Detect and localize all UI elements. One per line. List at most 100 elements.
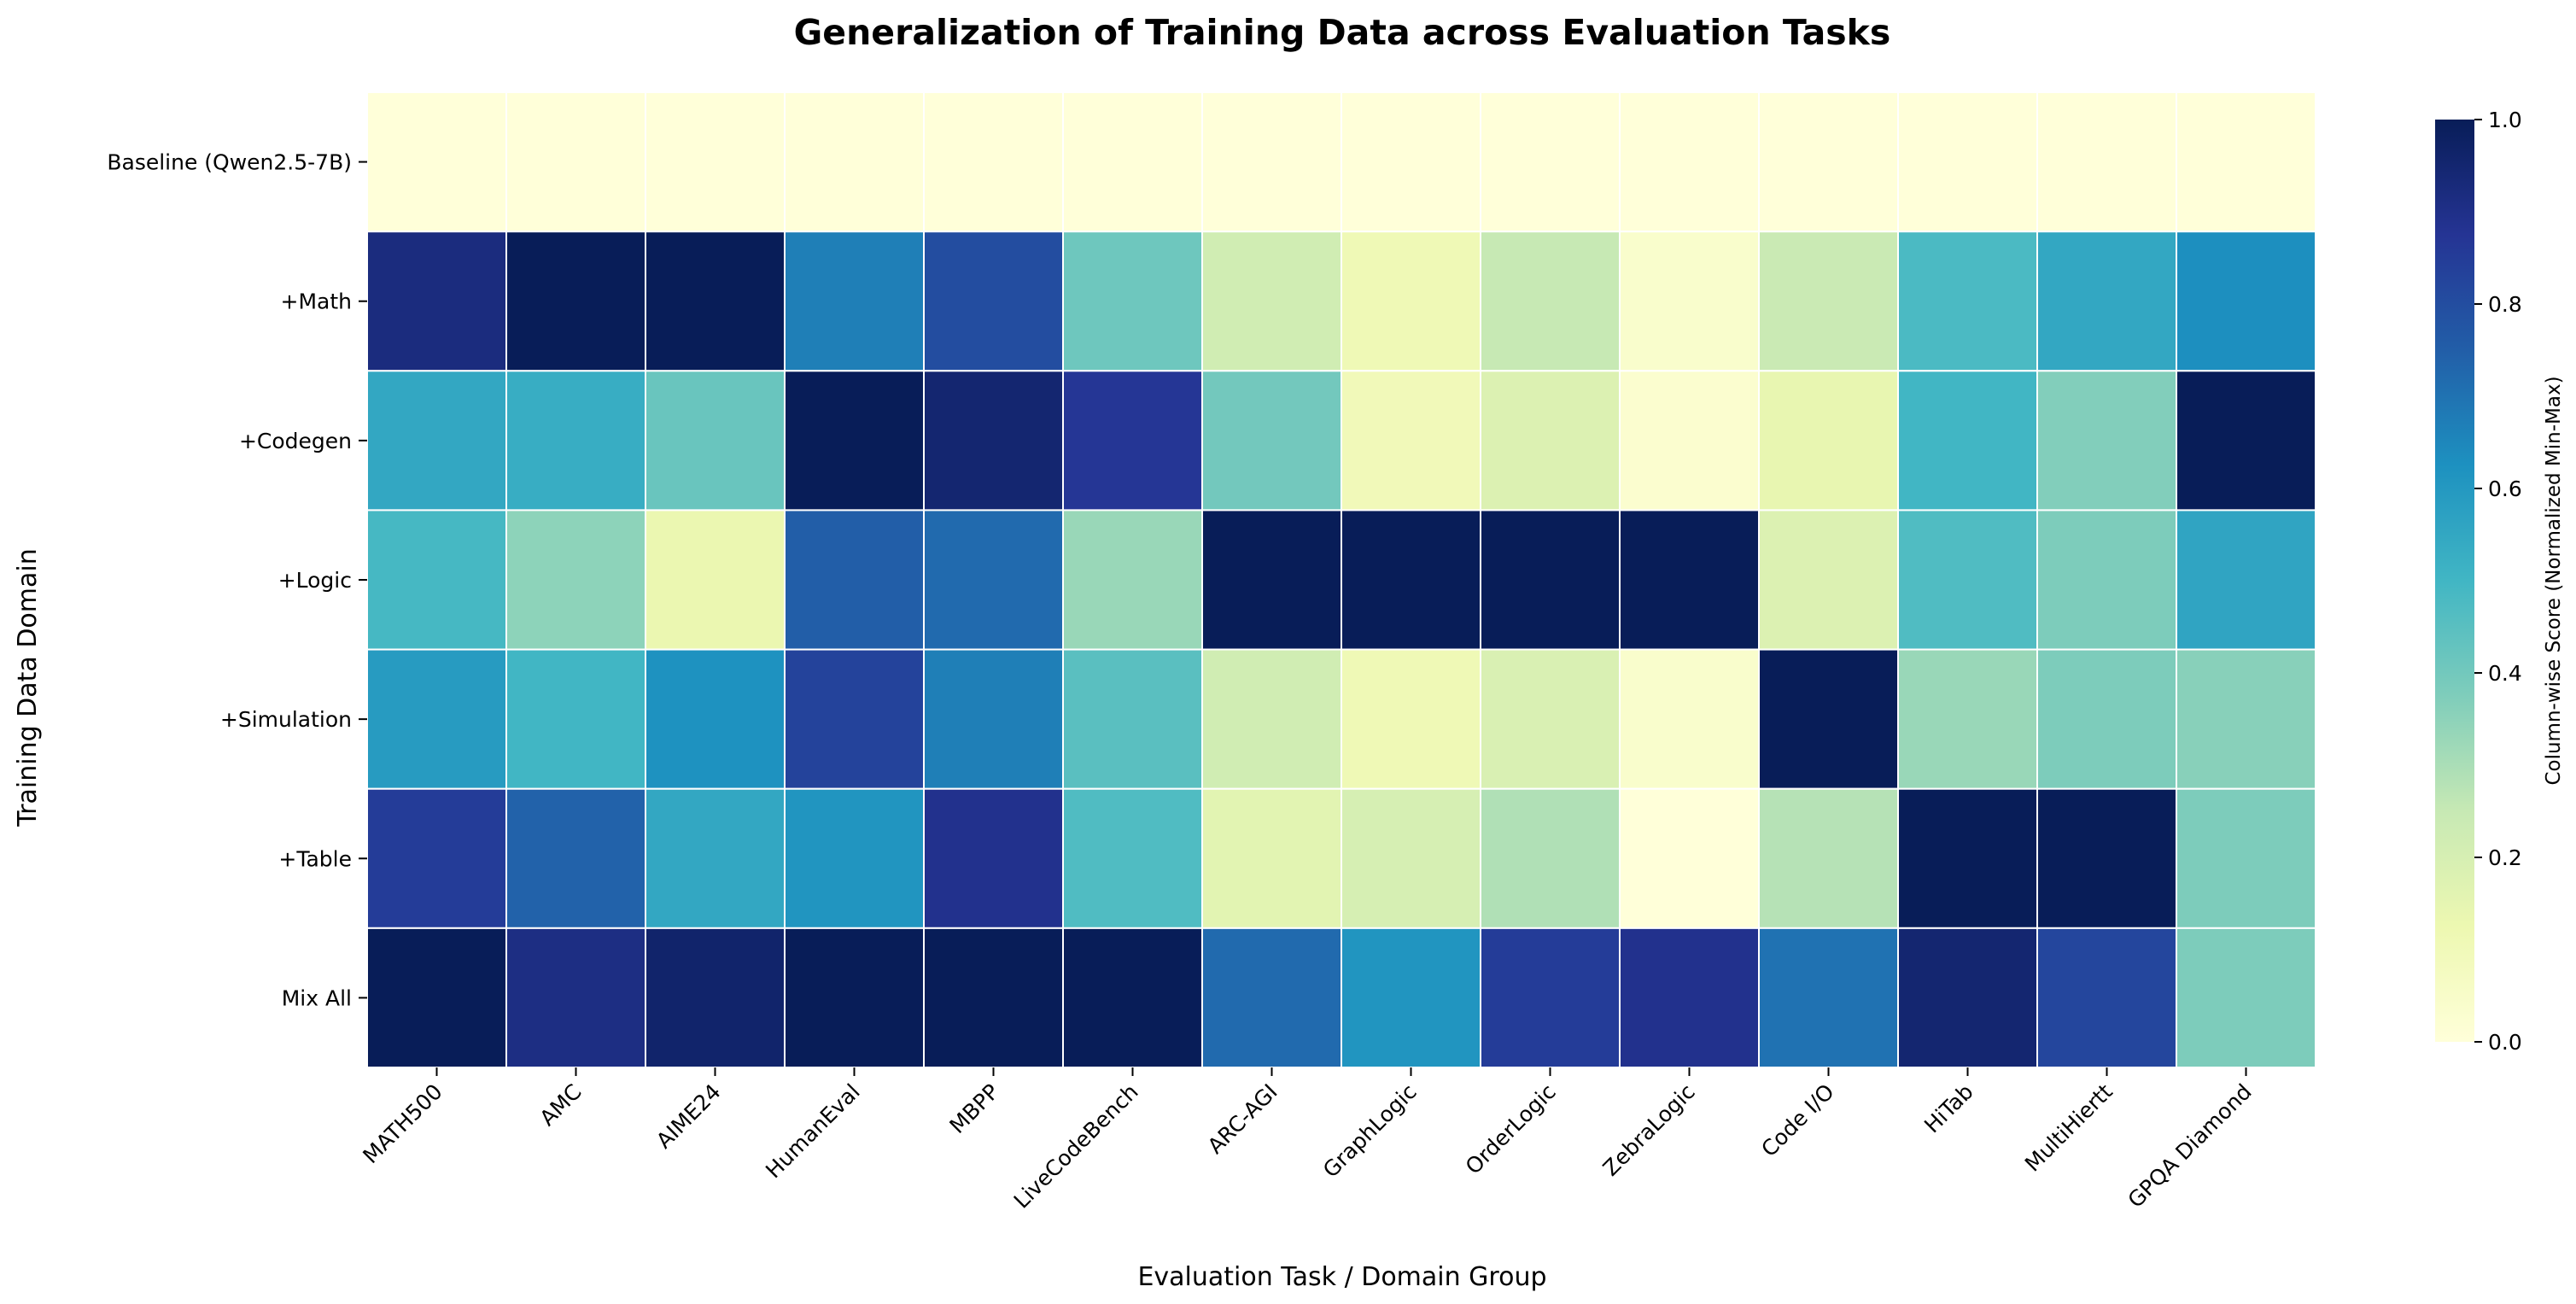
heatmap-cell-mix-all-orderlogic [1480, 927, 1621, 1069]
heatmap-cell-math-aime24 [645, 231, 786, 372]
heatmap-cell-simulation-hitab [1897, 648, 2038, 790]
x-tick-label: LiveCodeBench [1009, 1079, 1143, 1213]
heatmap-cell-table-amc [505, 787, 646, 929]
heatmap-cell-codegen-hitab [1897, 370, 2038, 512]
heatmap-cell-table-gpqa-diamond [2176, 787, 2316, 929]
heatmap-cell-logic-orderlogic [1480, 509, 1621, 651]
x-tick-label: GPQA Diamond [2123, 1079, 2256, 1213]
heatmap-cell-mix-all-arc-agi [1201, 927, 1342, 1069]
heatmap-cell-codegen-mbpp [923, 370, 1064, 512]
heatmap-cell-codegen-arc-agi [1201, 370, 1342, 512]
heatmap-cell-simulation-gpqa-diamond [2176, 648, 2316, 790]
heatmap-cell-table-zebralogic [1619, 787, 1760, 929]
colorbar-tick-label: 0.0 [2488, 1030, 2522, 1055]
heatmap-cell-simulation-orderlogic [1480, 648, 1621, 790]
heatmap-cell-simulation-multihiertt [2036, 648, 2177, 790]
heatmap-cell-logic-arc-agi [1201, 509, 1342, 651]
heatmap-cell-baseline-qwen2-5-7b-multihiertt [2036, 91, 2177, 233]
y-tick-label: +Math [281, 289, 352, 314]
heatmap-cell-codegen-gpqa-diamond [2176, 370, 2316, 512]
heatmap-cell-codegen-orderlogic [1480, 370, 1621, 512]
y-axis-ticks: Baseline (Qwen2.5-7B) +Math +Codegen +Logic… [107, 150, 367, 1010]
heatmap-cell-baseline-qwen2-5-7b-graphlogic [1341, 91, 1481, 233]
heatmap-cell-table-orderlogic [1480, 787, 1621, 929]
heatmap-cell-baseline-qwen2-5-7b-orderlogic [1480, 91, 1621, 233]
heatmap-cell-mix-all-code-i-o [1758, 927, 1899, 1069]
heatmap-cell-logic-code-i-o [1758, 509, 1899, 651]
heatmap-cell-math-humaneval [784, 231, 925, 372]
heatmap-cell-math-livecodebench [1062, 231, 1203, 372]
x-tick-label: ZebraLogic [1598, 1079, 1700, 1181]
heatmap-cell-simulation-mbpp [923, 648, 1064, 790]
heatmap-cell-math-arc-agi [1201, 231, 1342, 372]
x-tick-label: Code I/O [1756, 1079, 1838, 1161]
heatmap-cell-logic-aime24 [645, 509, 786, 651]
heatmap-cell-table-multihiertt [2036, 787, 2177, 929]
heatmap-cell-baseline-qwen2-5-7b-hitab [1897, 91, 2038, 233]
y-tick-label: +Logic [278, 568, 352, 593]
colorbar-tick-label: 0.4 [2488, 661, 2522, 686]
heatmap-cell-table-hitab [1897, 787, 2038, 929]
heatmap-cell-math-amc [505, 231, 646, 372]
heatmap-cell-mix-all-hitab [1897, 927, 2038, 1069]
heatmap-cell-baseline-qwen2-5-7b-humaneval [784, 91, 925, 233]
heatmap-cell-math-math500 [366, 231, 507, 372]
heatmap-cell-math-mbpp [923, 231, 1064, 372]
y-tick-label: +Table [278, 846, 352, 871]
heatmap-cell-table-arc-agi [1201, 787, 1342, 929]
heatmap-cell-simulation-zebralogic [1619, 648, 1760, 790]
heatmap-cell-baseline-qwen2-5-7b-zebralogic [1619, 91, 1760, 233]
colorbar [2435, 120, 2474, 1042]
y-tick-label: +Simulation [220, 707, 352, 732]
heatmap-cell-mix-all-amc [505, 927, 646, 1069]
x-tick-label: OrderLogic [1461, 1079, 1561, 1179]
heatmap-cell-mix-all-gpqa-diamond [2176, 927, 2316, 1069]
heatmap-cell-logic-gpqa-diamond [2176, 509, 2316, 651]
heatmap-cell-simulation-math500 [366, 648, 507, 790]
heatmap-cell-codegen-code-i-o [1758, 370, 1899, 512]
x-tick-label: AIME24 [651, 1079, 726, 1154]
heatmap-cell-simulation-humaneval [784, 648, 925, 790]
heatmap-cell-baseline-qwen2-5-7b-arc-agi [1201, 91, 1342, 233]
heatmap-cell-simulation-aime24 [645, 648, 786, 790]
heatmap-cell-baseline-qwen2-5-7b-mbpp [923, 91, 1064, 233]
x-tick-label: HiTab [1919, 1079, 1978, 1138]
heatmap-cell-math-code-i-o [1758, 231, 1899, 372]
heatmap-cell-simulation-code-i-o [1758, 648, 1899, 790]
heatmap-cell-table-aime24 [645, 787, 786, 929]
heatmap-cell-codegen-aime24 [645, 370, 786, 512]
x-tick-label: ARC-AGI [1203, 1079, 1282, 1159]
heatmap-cell-simulation-amc [505, 648, 646, 790]
heatmap-cell-table-mbpp [923, 787, 1064, 929]
y-tick-label: Mix All [282, 985, 352, 1010]
colorbar-tick-label: 0.6 [2488, 477, 2522, 501]
heatmap-cell-table-code-i-o [1758, 787, 1899, 929]
heatmap-cell-simulation-arc-agi [1201, 648, 1342, 790]
heatmap-cell-codegen-math500 [366, 370, 507, 512]
heatmap-cell-codegen-amc [505, 370, 646, 512]
heatmap-cell-mix-all-math500 [366, 927, 507, 1069]
x-tick-label: HumanEval [761, 1079, 865, 1184]
heatmap-cell-math-multihiertt [2036, 231, 2177, 372]
heatmap-cell-codegen-multihiertt [2036, 370, 2177, 512]
x-tick-label: MultiHiertt [2020, 1079, 2117, 1177]
heatmap-cell-logic-mbpp [923, 509, 1064, 651]
heatmap-cells [366, 91, 2316, 1069]
colorbar-tick-label: 1.0 [2488, 108, 2522, 132]
heatmap-cell-logic-humaneval [784, 509, 925, 651]
heatmap-cell-codegen-humaneval [784, 370, 925, 512]
heatmap-cell-codegen-livecodebench [1062, 370, 1203, 512]
y-tick-label: Baseline (Qwen2.5-7B) [107, 150, 352, 175]
heatmap-cell-logic-amc [505, 509, 646, 651]
heatmap-cell-table-livecodebench [1062, 787, 1203, 929]
heatmap-cell-baseline-qwen2-5-7b-livecodebench [1062, 91, 1203, 233]
heatmap-cell-mix-all-aime24 [645, 927, 786, 1069]
heatmap-cell-mix-all-graphlogic [1341, 927, 1481, 1069]
colorbar-ticks: 0.0 0.2 0.4 0.6 0.8 1.0 [2474, 108, 2522, 1055]
chart-title: Generalization of Training Data across E… [794, 12, 1891, 53]
x-axis-ticks: MATH500 AMC AIME24 HumanEval MBPP LiveCodeBen… [358, 1067, 2257, 1213]
colorbar-tick-label: 0.2 [2488, 845, 2522, 870]
heatmap-cell-logic-graphlogic [1341, 509, 1481, 651]
y-axis-label: Training Data Domain [13, 548, 43, 827]
